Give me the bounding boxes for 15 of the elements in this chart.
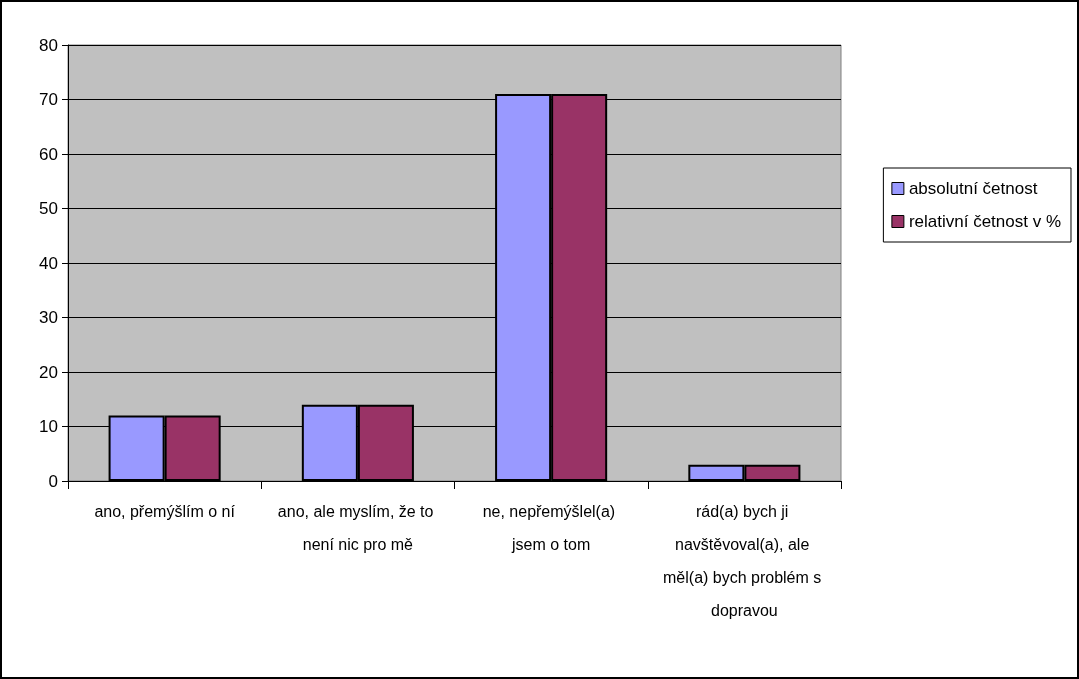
x-tick-label: ano, ale myslím, že to není nic pro mě	[277, 503, 438, 553]
x-tick-label: ano, přemýšlím o ní	[94, 503, 236, 520]
y-tick-label: 0	[48, 471, 58, 491]
y-tick-label: 70	[39, 90, 58, 109]
y-tick-label: 50	[39, 199, 58, 218]
y-tick-label: 30	[39, 308, 58, 327]
x-tick-label: ne, nepřemýšlel(a) jsem o tom	[482, 503, 620, 553]
y-tick-label: 10	[39, 417, 58, 436]
y-tick-label: 80	[39, 35, 58, 55]
legend-label: absolutní četnost	[908, 179, 1038, 198]
legend-label: relativní četnost v %	[908, 212, 1061, 231]
y-tick-label: 60	[39, 144, 58, 164]
y-tick-label: 40	[39, 253, 58, 273]
x-tick-label: rád(a) bych ji navštěvoval(a), ale měl(a) bych problém s dopravou	[663, 503, 826, 619]
y-tick-label: 20	[39, 362, 58, 382]
